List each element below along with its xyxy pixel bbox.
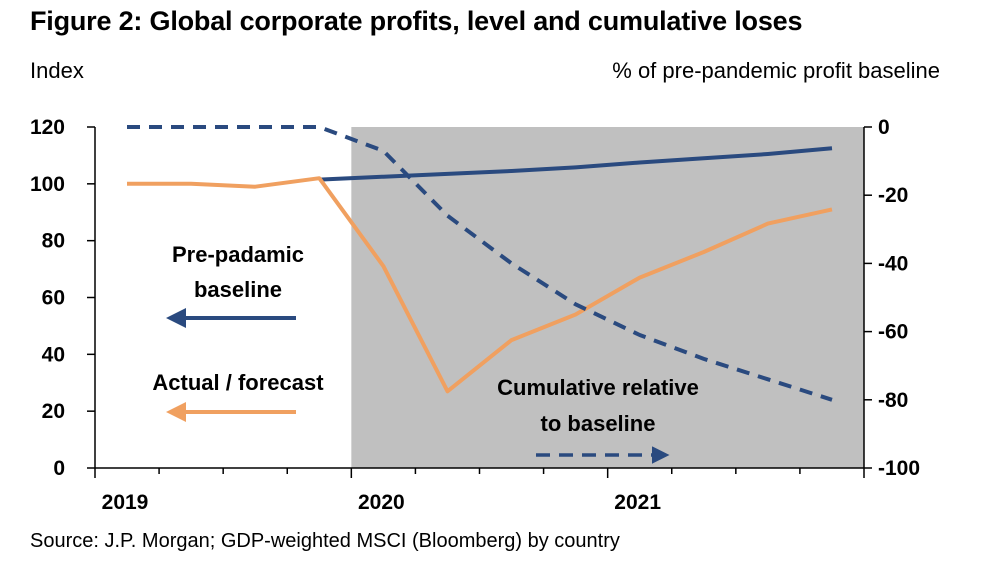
x-year-label: 2019 (102, 491, 149, 514)
right-axis-label: % of pre-pandemic profit baseline (612, 58, 940, 83)
cumulative-series-line (127, 125, 833, 402)
actual-series-line (127, 176, 833, 394)
left-axis-label: Index (30, 58, 84, 83)
right-tick-label: -100 (878, 457, 920, 480)
annotation-cumulative-line1: Cumulative relative (497, 375, 699, 400)
right-tick-label: 0 (878, 116, 890, 139)
chart-title: Figure 2: Global corporate profits, leve… (30, 6, 803, 36)
right-tick-label: -80 (878, 389, 908, 412)
left-tick-label: 40 (42, 343, 65, 366)
right-tick-label: -40 (878, 252, 908, 275)
left-tick-label: 120 (30, 116, 65, 139)
annotation-actual: Actual / forecast (152, 370, 324, 395)
baseline-series-line (319, 146, 833, 182)
left-tick-label: 20 (42, 400, 65, 423)
annotation-baseline-line1: Pre-padamic (172, 242, 304, 267)
left-tick-label: 0 (53, 457, 65, 480)
source-note: Source: J.P. Morgan; GDP-weighted MSCI (… (30, 530, 620, 552)
left-tick-label: 100 (30, 173, 65, 196)
annotation-baseline-line2: baseline (194, 277, 282, 302)
left-tick-label: 60 (42, 287, 65, 310)
right-tick-label: -20 (878, 184, 908, 207)
x-year-label: 2020 (358, 491, 405, 514)
x-year-label: 2021 (614, 491, 661, 514)
annotation-cumulative-line2: to baseline (541, 411, 656, 436)
right-tick-label: -60 (878, 321, 908, 344)
left-tick-label: 80 (42, 230, 65, 253)
